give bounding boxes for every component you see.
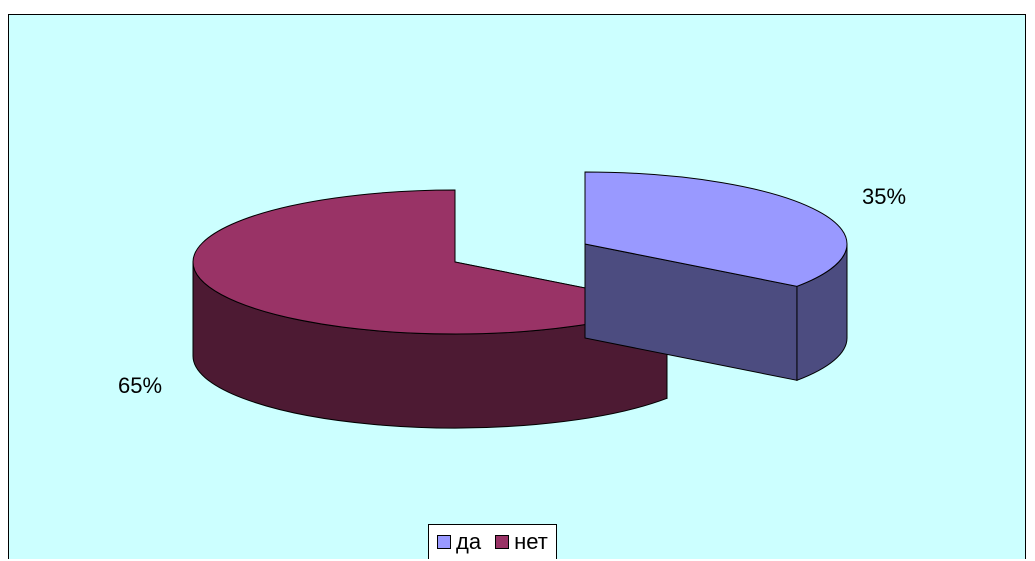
legend: да нет: [428, 524, 557, 559]
legend-label-net: нет: [514, 529, 548, 554]
pie-top-da: [584, 171, 848, 287]
pie-top-net: [192, 189, 669, 335]
data-label-net: 65%: [118, 373, 163, 398]
legend-item-da: да: [437, 531, 481, 553]
pie-slice-da: [584, 171, 848, 382]
legend-label-da: да: [456, 529, 482, 554]
data-label-da: 35%: [862, 184, 907, 209]
legend-item-net: нет: [495, 531, 548, 553]
legend-swatch-da: [437, 535, 451, 549]
legend-swatch-net: [495, 535, 510, 549]
pie-slice-net: [192, 189, 669, 429]
